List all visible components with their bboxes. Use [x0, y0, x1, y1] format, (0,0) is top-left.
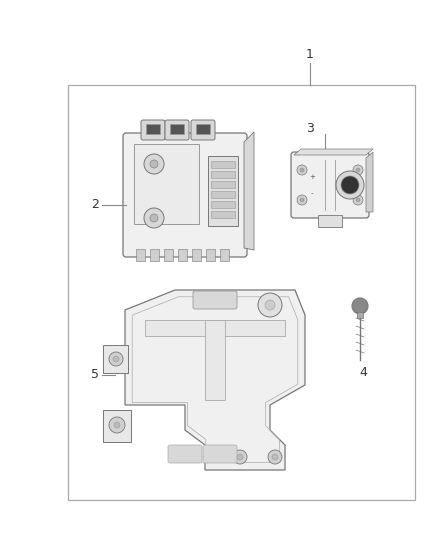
- Bar: [136, 249, 145, 261]
- Polygon shape: [125, 290, 305, 470]
- Circle shape: [144, 154, 164, 174]
- Text: 3: 3: [306, 122, 314, 134]
- Bar: [211, 201, 235, 208]
- Bar: [150, 249, 159, 261]
- Text: +: +: [309, 174, 315, 180]
- Circle shape: [353, 165, 363, 175]
- Circle shape: [353, 195, 363, 205]
- FancyBboxPatch shape: [193, 291, 237, 309]
- Circle shape: [144, 208, 164, 228]
- Text: 5: 5: [91, 368, 99, 382]
- Bar: [318, 215, 342, 227]
- Circle shape: [297, 195, 307, 205]
- Circle shape: [265, 300, 275, 310]
- Circle shape: [258, 293, 282, 317]
- Bar: [196, 124, 210, 134]
- Circle shape: [300, 168, 304, 172]
- Circle shape: [352, 298, 368, 314]
- Text: 1: 1: [306, 49, 314, 61]
- Bar: [211, 171, 235, 178]
- Circle shape: [268, 450, 282, 464]
- Circle shape: [356, 168, 360, 172]
- Bar: [205, 320, 225, 400]
- Polygon shape: [366, 152, 373, 212]
- FancyBboxPatch shape: [191, 120, 215, 140]
- Bar: [134, 144, 199, 224]
- Bar: [146, 124, 160, 134]
- Circle shape: [300, 198, 304, 202]
- Bar: [220, 249, 229, 261]
- Text: 2: 2: [91, 198, 99, 212]
- Circle shape: [114, 422, 120, 428]
- FancyBboxPatch shape: [203, 445, 237, 463]
- Circle shape: [356, 198, 360, 202]
- Circle shape: [109, 417, 125, 433]
- Circle shape: [297, 165, 307, 175]
- FancyBboxPatch shape: [291, 152, 369, 218]
- Circle shape: [272, 454, 278, 460]
- Polygon shape: [294, 149, 373, 155]
- Bar: [145, 320, 285, 336]
- FancyBboxPatch shape: [168, 445, 202, 463]
- Circle shape: [233, 450, 247, 464]
- Circle shape: [113, 356, 119, 362]
- Circle shape: [341, 176, 359, 194]
- Bar: [208, 156, 238, 226]
- Bar: [192, 249, 201, 261]
- Text: 4: 4: [359, 366, 367, 378]
- Bar: [103, 410, 131, 442]
- Bar: [357, 312, 363, 318]
- Bar: [206, 249, 215, 261]
- Circle shape: [336, 171, 364, 199]
- Bar: [211, 211, 235, 218]
- Polygon shape: [244, 132, 254, 250]
- Circle shape: [150, 160, 158, 168]
- Bar: [211, 161, 235, 168]
- Bar: [103, 345, 128, 373]
- FancyBboxPatch shape: [141, 120, 165, 140]
- Text: -: -: [311, 190, 313, 196]
- Bar: [211, 191, 235, 198]
- FancyBboxPatch shape: [123, 133, 247, 257]
- Circle shape: [109, 352, 123, 366]
- Bar: [211, 181, 235, 188]
- Circle shape: [150, 214, 158, 222]
- Bar: [170, 124, 184, 134]
- Circle shape: [237, 454, 243, 460]
- Bar: [68, 85, 415, 500]
- FancyBboxPatch shape: [165, 120, 189, 140]
- Bar: [164, 249, 173, 261]
- Bar: [178, 249, 187, 261]
